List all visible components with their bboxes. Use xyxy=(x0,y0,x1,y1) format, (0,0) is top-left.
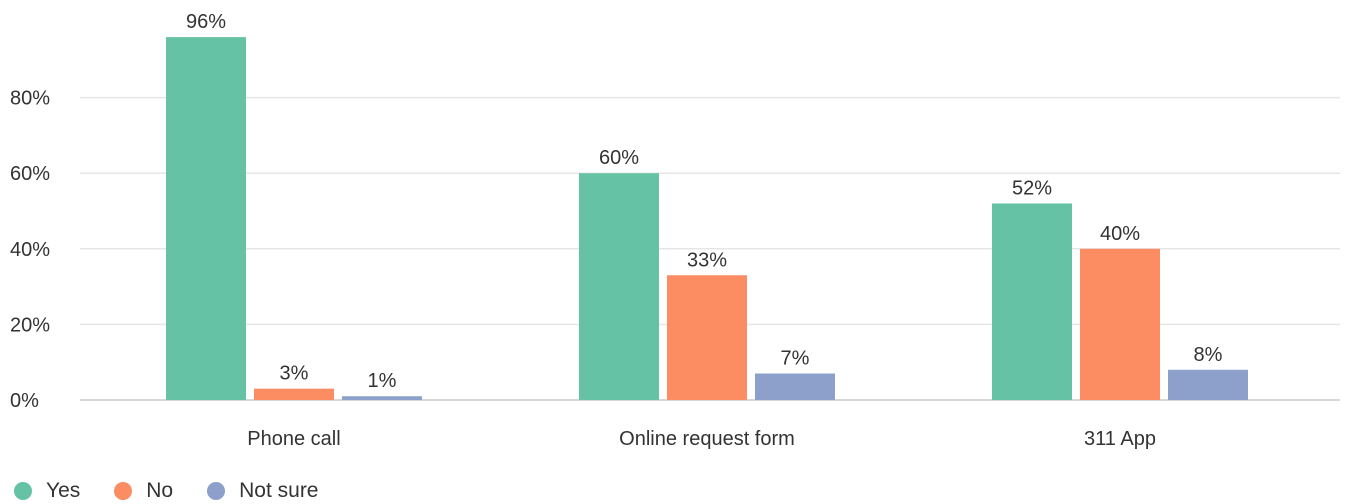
bar-no-phone-call[interactable] xyxy=(254,388,334,400)
bar-no-311-app[interactable] xyxy=(1080,248,1160,400)
data-label: 52% xyxy=(1012,177,1052,199)
legend-swatch-yes xyxy=(14,482,32,500)
bar-not-sure-phone-call[interactable] xyxy=(342,396,422,400)
y-tick-label: 60% xyxy=(10,163,50,185)
y-tick-label: 0% xyxy=(10,390,39,412)
legend-label-yes: Yes xyxy=(46,479,81,502)
data-label: 60% xyxy=(599,147,639,169)
bar-not-sure-online-request-form[interactable] xyxy=(755,373,835,400)
y-tick-label: 40% xyxy=(10,239,50,261)
legend-item-yes[interactable]: Yes xyxy=(14,478,80,504)
x-tick-label: 311 App xyxy=(1084,428,1156,450)
data-label: 3% xyxy=(280,363,309,385)
data-label: 40% xyxy=(1100,223,1140,245)
data-label: 96% xyxy=(186,11,226,33)
bar-yes-311-app[interactable] xyxy=(992,203,1072,400)
y-tick-label: 20% xyxy=(10,314,50,336)
data-label: 1% xyxy=(368,370,397,392)
bar-no-online-request-form[interactable] xyxy=(667,275,747,400)
y-axis: 0% 20% 40% 60% 80% xyxy=(10,88,50,412)
bars: 96% 3% 1% 60% 33% 7% 52% 40% 8% xyxy=(166,11,1248,401)
bar-yes-online-request-form[interactable] xyxy=(579,173,659,400)
legend: Yes No Not sure xyxy=(14,478,353,504)
x-tick-label: Online request form xyxy=(619,428,795,450)
legend-label-no: No xyxy=(146,479,174,502)
x-axis: Phone call Online request form 311 App xyxy=(247,428,1156,450)
legend-item-no[interactable]: No xyxy=(114,478,173,504)
data-label: 33% xyxy=(687,249,727,271)
legend-swatch-no xyxy=(114,482,133,500)
data-label: 7% xyxy=(781,348,810,370)
bar-chart: 0% 20% 40% 60% 80% 96% 3% 1% 60% 33% 7% 52% 40% 8% P… xyxy=(10,11,1340,450)
bar-yes-phone-call[interactable] xyxy=(166,37,246,401)
legend-label-not-sure: Not sure xyxy=(239,479,319,502)
legend-swatch-not-sure xyxy=(207,482,226,500)
data-label: 8% xyxy=(1194,344,1223,366)
y-tick-label: 80% xyxy=(10,88,50,110)
x-tick-label: Phone call xyxy=(247,428,340,450)
bar-not-sure-311-app[interactable] xyxy=(1168,369,1248,400)
legend-item-not-sure[interactable]: Not sure xyxy=(207,478,319,504)
